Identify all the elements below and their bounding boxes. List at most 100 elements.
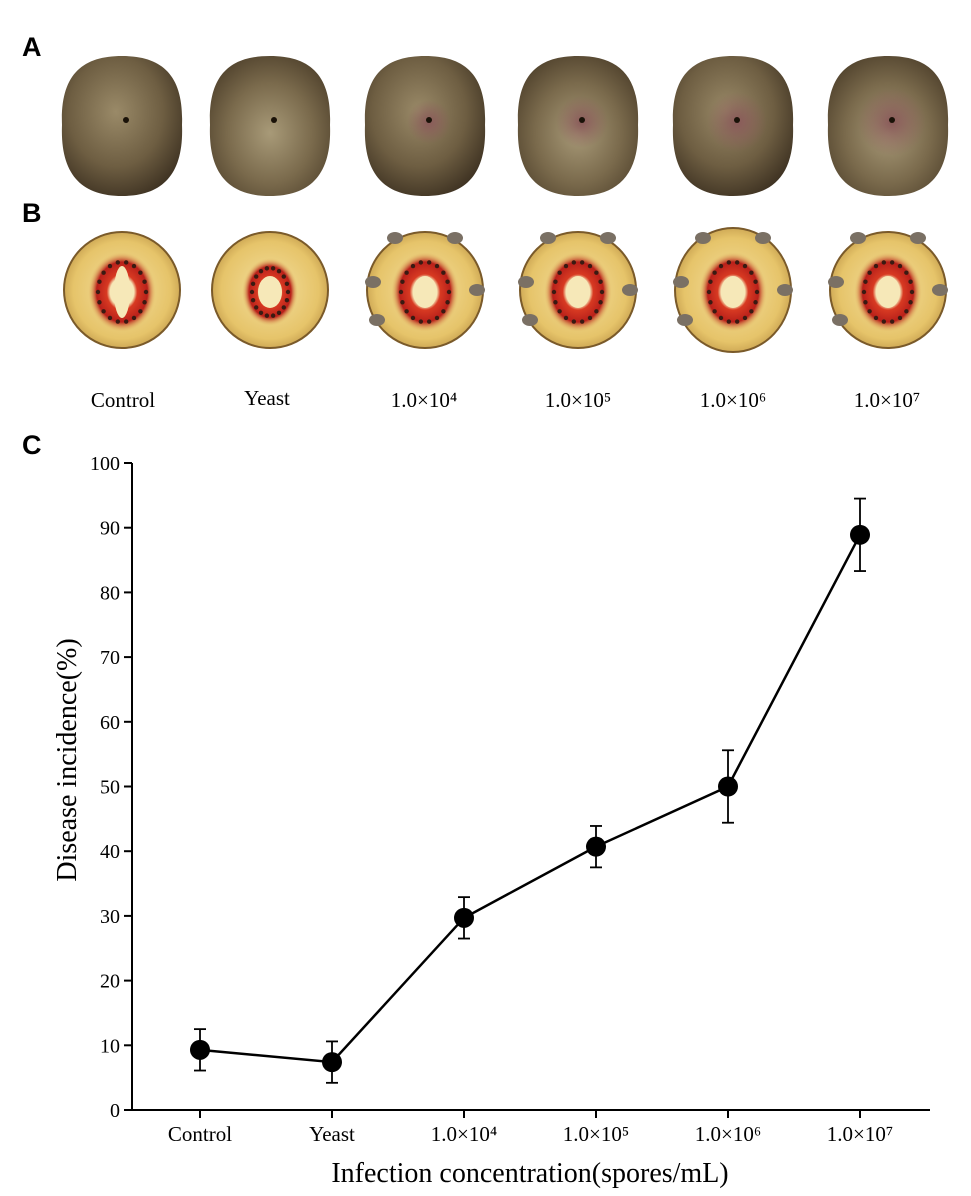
seed: [95, 289, 101, 295]
seed: [587, 315, 593, 321]
seed: [285, 289, 291, 295]
seed: [445, 300, 450, 305]
panel-label-a: A: [22, 32, 42, 62]
y-tick-label: 60: [100, 712, 120, 734]
seed: [143, 289, 149, 295]
seed: [123, 319, 129, 324]
data-point: [190, 1039, 210, 1060]
rot-spot: [387, 232, 403, 244]
y-tick-label: 80: [100, 582, 120, 604]
core: [413, 276, 437, 308]
seed: [706, 289, 712, 295]
seed: [571, 319, 577, 324]
seed: [138, 309, 143, 314]
cut-fruit-3: [518, 231, 638, 349]
photo-caption-yeast: Yeast: [244, 386, 290, 410]
y-tick-label: 50: [100, 777, 120, 799]
seed: [270, 266, 276, 271]
whole-fruit-skin: [209, 56, 331, 196]
seed: [258, 269, 264, 274]
y-tick-label: 100: [90, 453, 120, 475]
whole-fruit-2: [364, 56, 486, 196]
seed: [749, 270, 754, 275]
rot-spot: [932, 284, 948, 296]
cut-fruit-2: [365, 231, 485, 349]
seed: [753, 279, 758, 284]
seed: [276, 269, 282, 274]
seed: [909, 289, 915, 295]
seed: [718, 315, 724, 321]
seed: [749, 309, 754, 314]
seed: [441, 309, 446, 314]
seed: [434, 263, 440, 269]
rot-spot: [828, 276, 844, 288]
seed: [908, 300, 913, 305]
rot-spot: [369, 314, 385, 326]
seed: [284, 298, 290, 303]
data-point: [322, 1052, 342, 1073]
seed: [250, 281, 256, 286]
seed: [726, 260, 732, 265]
seed: [708, 279, 713, 284]
seed: [863, 300, 868, 305]
cut-fruit-4: [673, 227, 793, 353]
wound-dot: [123, 117, 129, 123]
rot-spot: [832, 314, 848, 326]
seed: [753, 300, 758, 305]
seed: [734, 260, 740, 265]
seed: [742, 263, 748, 269]
seed: [284, 281, 290, 286]
wound-dot: [734, 117, 740, 123]
fruit-photo-grid: [61, 56, 949, 353]
seed: [889, 260, 895, 265]
seed: [404, 270, 409, 275]
seed: [97, 300, 102, 305]
seed: [418, 319, 424, 324]
series-line: [199, 534, 862, 1064]
seed: [404, 309, 409, 314]
seed: [281, 305, 286, 310]
wound-dot: [271, 117, 277, 123]
seed: [254, 274, 259, 279]
seed: [107, 263, 113, 269]
whole-fruit-4: [672, 56, 794, 196]
wound-dot: [579, 117, 585, 123]
y-tick-label: 40: [100, 841, 120, 863]
cut-fruit-0: [63, 231, 181, 349]
seed: [142, 300, 147, 305]
seed: [897, 263, 903, 269]
seed: [867, 270, 872, 275]
seed: [557, 270, 562, 275]
rot-spot: [777, 284, 793, 296]
seed: [426, 260, 432, 265]
panel-label-b: B: [22, 198, 42, 228]
seed: [889, 319, 895, 324]
rot-spot: [677, 314, 693, 326]
y-axis-label: Disease incidence(%): [52, 638, 83, 881]
seed: [123, 260, 129, 265]
seed: [712, 309, 717, 314]
seed: [563, 315, 569, 321]
x-tick-label: Control: [168, 1122, 232, 1146]
seed: [138, 270, 143, 275]
cut-fruit-1: [211, 231, 329, 349]
seed: [131, 263, 137, 269]
seed: [594, 309, 599, 314]
x-tick-label: 1.0×10⁴: [431, 1122, 497, 1146]
core: [721, 276, 745, 308]
seed: [426, 319, 432, 324]
seed: [563, 263, 569, 269]
seed: [434, 315, 440, 321]
y-tick-label: 10: [100, 1035, 120, 1057]
x-tick-label: 1.0×10⁵: [563, 1122, 629, 1146]
wound-dot: [889, 117, 895, 123]
photo-caption-1e5: 1.0×10⁵: [544, 388, 612, 412]
whole-fruit-5: [827, 56, 949, 196]
seed: [873, 263, 879, 269]
seed: [115, 319, 121, 324]
seed: [579, 319, 585, 324]
seed: [101, 309, 106, 314]
x-tick-label: 1.0×10⁷: [827, 1122, 893, 1146]
seed: [445, 279, 450, 284]
